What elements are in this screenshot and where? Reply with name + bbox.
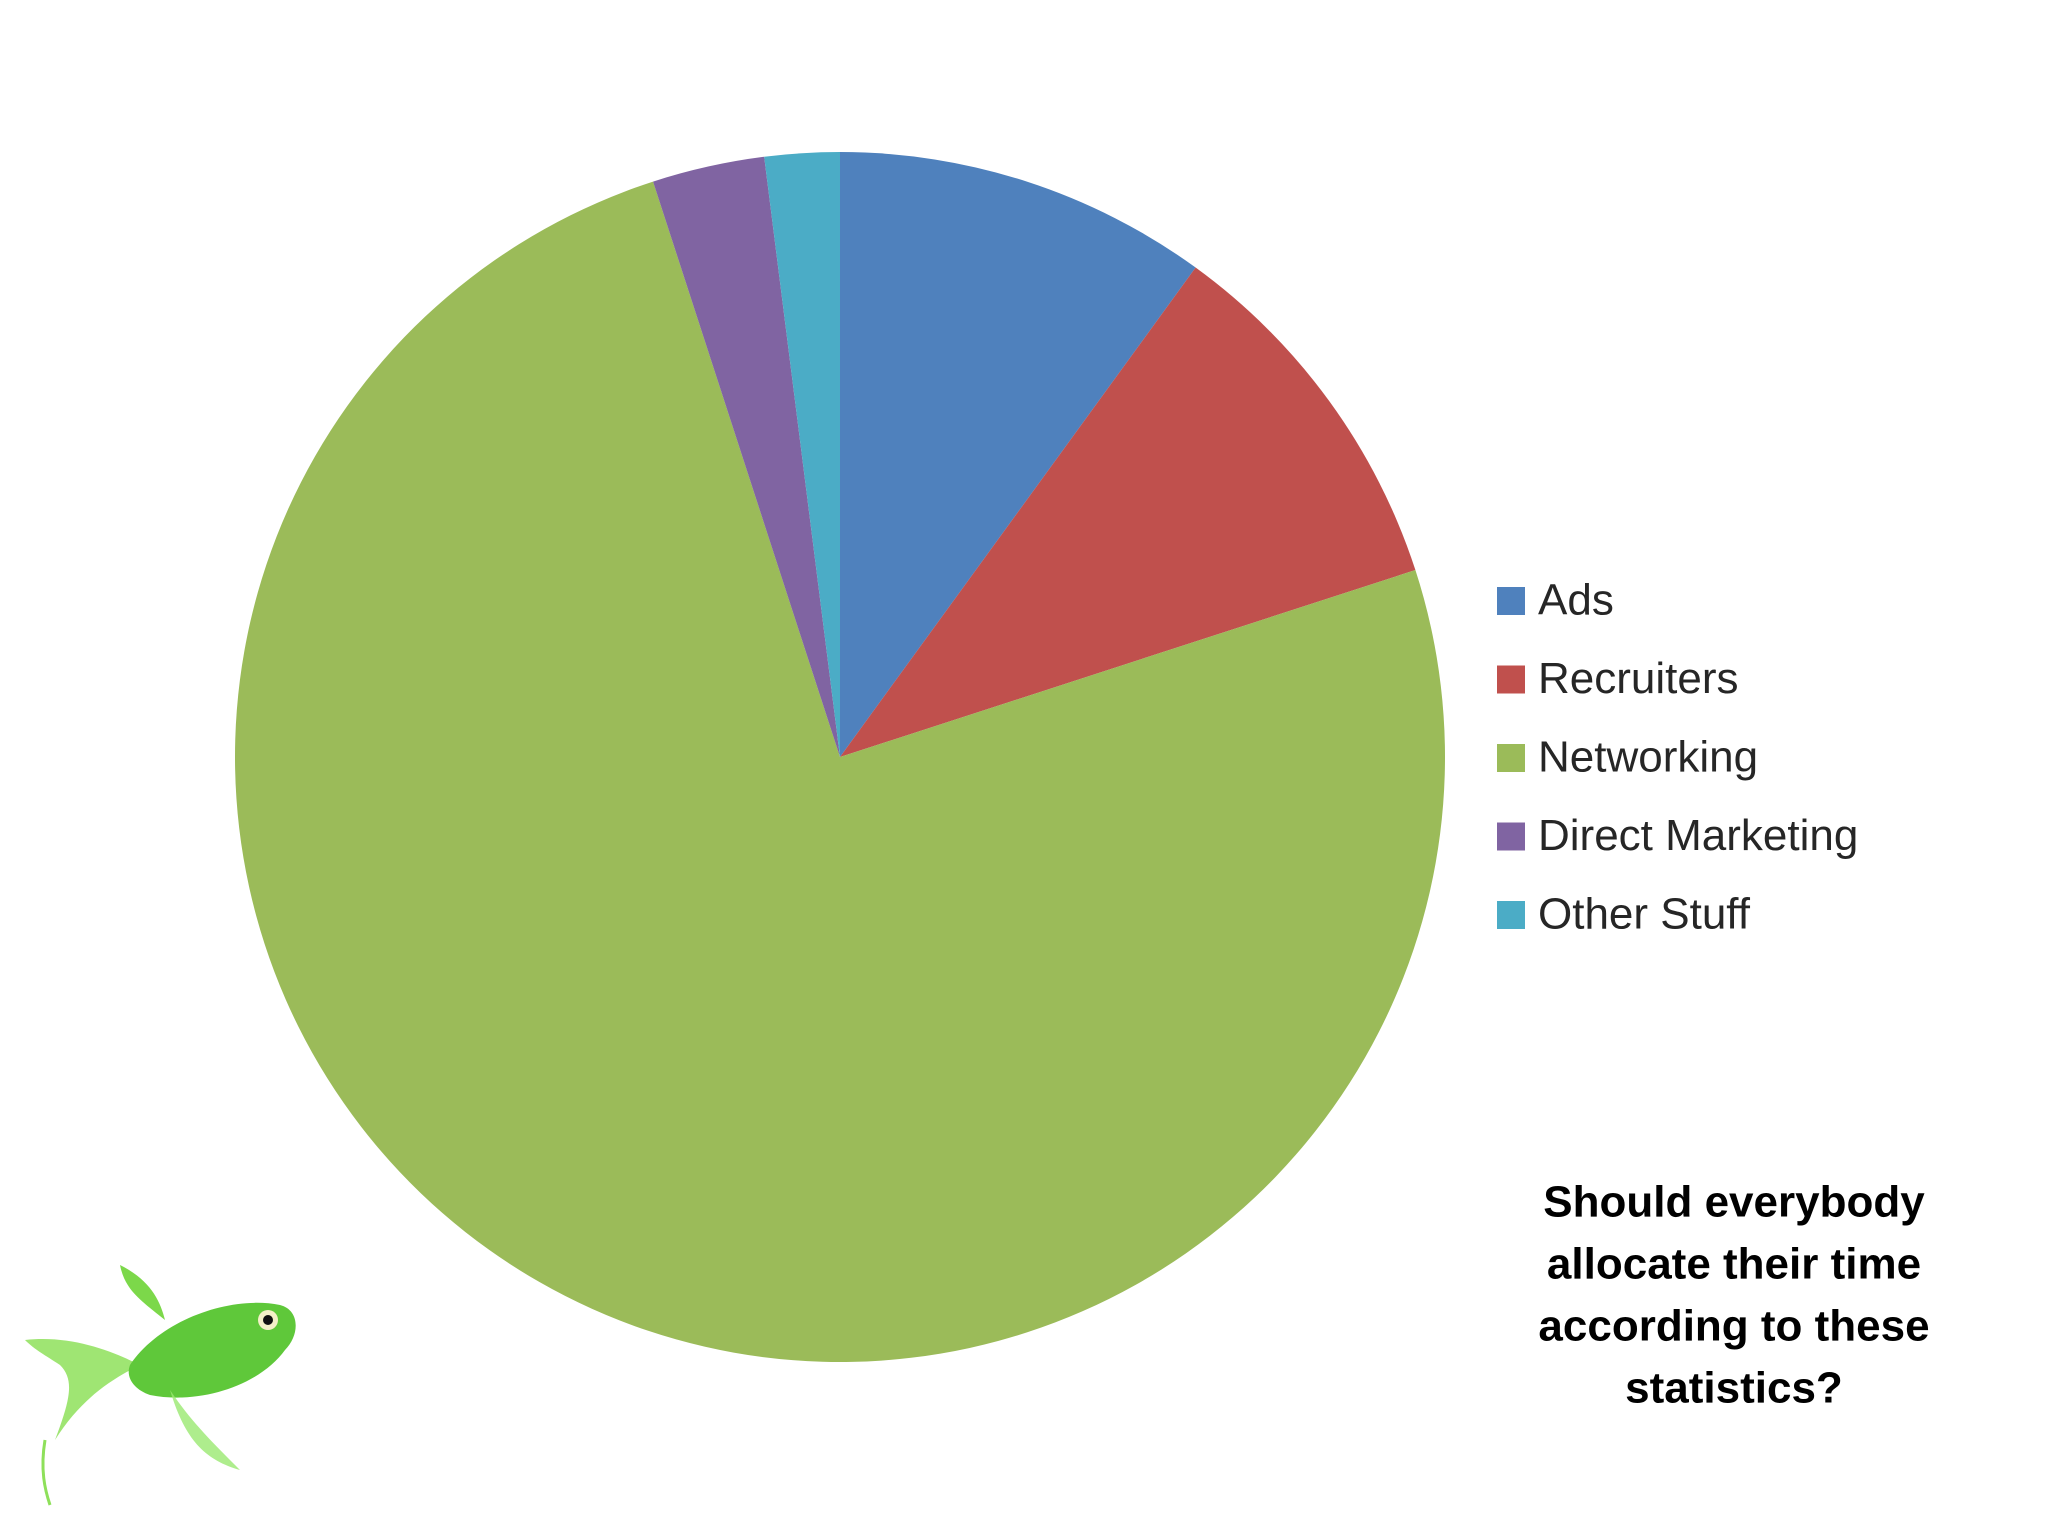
question-line: statistics? <box>1625 1364 1843 1413</box>
fish-pupil <box>263 1315 273 1325</box>
fish-illustration <box>25 1265 296 1506</box>
question-line: allocate their time <box>1547 1240 1921 1289</box>
pie-slice <box>653 156 840 757</box>
legend-swatch <box>1497 901 1525 929</box>
fish-fin <box>120 1265 165 1320</box>
question-line: Should everybody <box>1543 1178 1925 1227</box>
pie-slice <box>764 152 840 757</box>
legend-label: Recruiters <box>1538 654 1739 703</box>
fish-fin <box>170 1390 240 1470</box>
legend-label: Other Stuff <box>1538 890 1751 939</box>
legend-swatch <box>1497 822 1525 851</box>
legend-label: Direct Marketing <box>1538 811 1858 860</box>
legend-swatch <box>1497 587 1525 615</box>
legend-label: Ads <box>1538 576 1614 625</box>
legend: Ads Recruiters Networking Direct Marketing O… <box>1497 576 1858 939</box>
pie-slice <box>840 267 1416 757</box>
fish-body <box>128 1302 296 1398</box>
question: Should everybody allocate their time accor… <box>1538 1178 1929 1413</box>
legend-swatch <box>1497 744 1525 772</box>
legend-swatch <box>1497 665 1525 694</box>
fish-fin-trail <box>41 1439 52 1506</box>
legend-label: Networking <box>1538 733 1758 782</box>
fish-tail <box>25 1339 140 1440</box>
pie-slice <box>234 181 1446 1363</box>
pie-slice <box>840 152 1196 757</box>
question-line: according to these <box>1538 1302 1929 1351</box>
pie <box>234 152 1446 1363</box>
